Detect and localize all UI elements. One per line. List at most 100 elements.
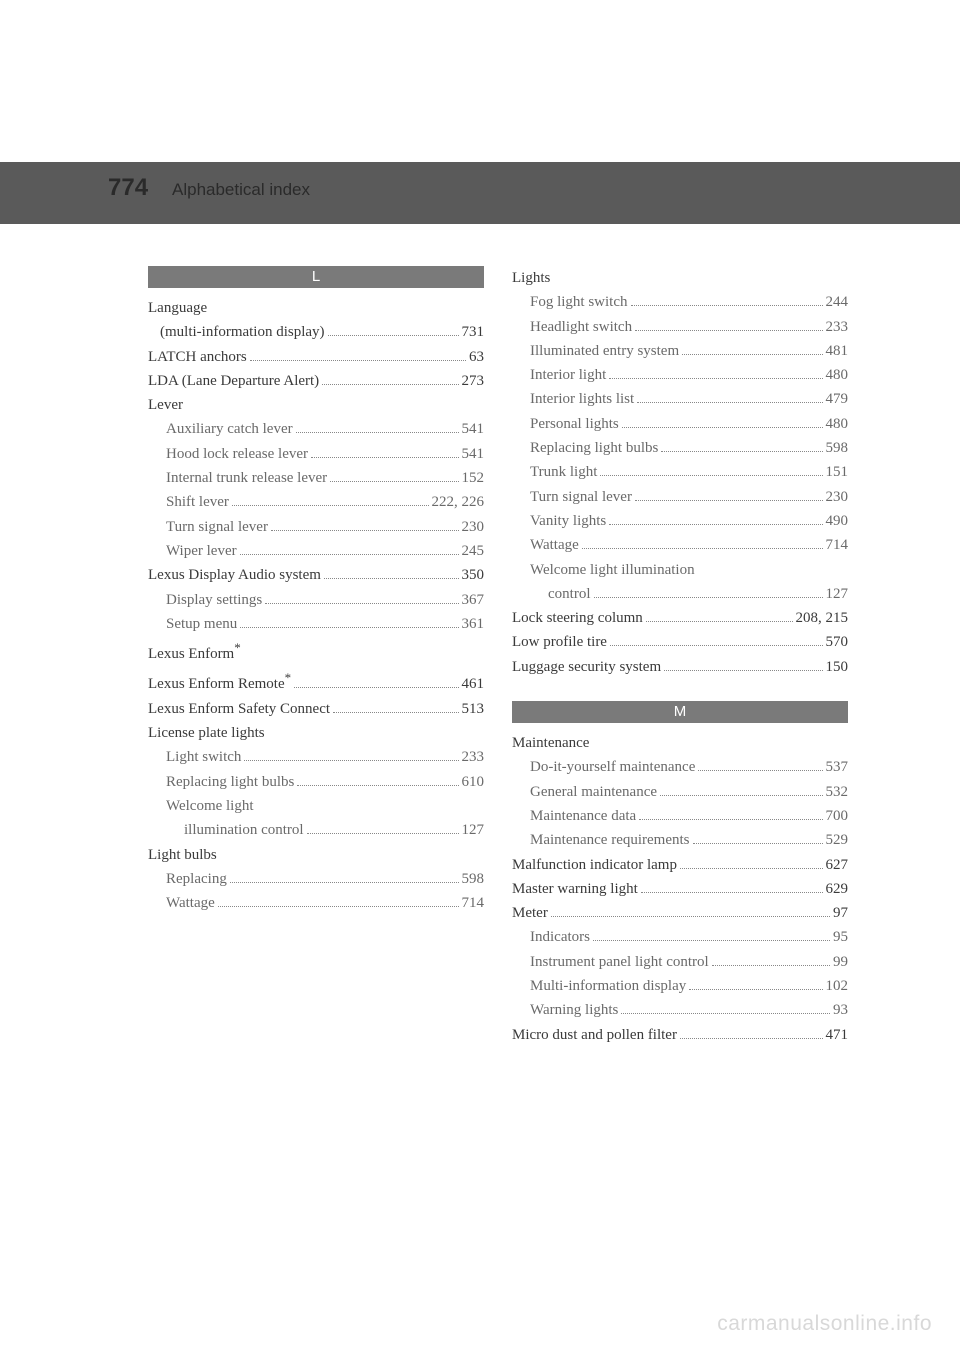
leader-dots <box>296 432 459 433</box>
index-entry: Micro dust and pollen filter471 <box>512 1023 848 1047</box>
entry-label: Light bulbs <box>148 843 217 867</box>
index-entry: Lexus Enform Remote*461 <box>148 666 484 696</box>
entry-label: Wattage <box>530 533 579 557</box>
index-entry: Internal trunk release lever152 <box>148 466 484 490</box>
index-entry: Meter97 <box>512 901 848 925</box>
leader-dots <box>680 1038 823 1039</box>
entry-label: control <box>548 582 591 606</box>
leader-dots <box>324 578 459 579</box>
index-entry: control 127 <box>512 582 848 606</box>
index-entry: Turn signal lever230 <box>512 485 848 509</box>
entry-label: Illuminated entry system <box>530 339 679 363</box>
entry-label: Indicators <box>530 925 590 949</box>
leader-dots <box>621 1013 830 1014</box>
entry-page: 480 <box>826 412 849 436</box>
leader-dots <box>664 670 822 671</box>
index-entry: Do-it-yourself maintenance537 <box>512 755 848 779</box>
index-entry: Illuminated entry system481 <box>512 339 848 363</box>
entry-label: Lights <box>512 266 550 290</box>
leader-dots <box>622 427 823 428</box>
entry-page: 490 <box>826 509 849 533</box>
leader-dots <box>240 627 458 628</box>
entry-page: 97 <box>833 901 848 925</box>
entry-label: Wiper lever <box>166 539 237 563</box>
index-entry: Lights <box>512 266 848 290</box>
entry-label: Trunk light <box>530 460 597 484</box>
index-entry: Maintenance data700 <box>512 804 848 828</box>
entry-page: 629 <box>826 877 849 901</box>
entry-label: Replacing <box>166 867 227 891</box>
entry-label: Maintenance <box>512 731 589 755</box>
index-entry: Auxiliary catch lever 541 <box>148 417 484 441</box>
leader-dots <box>265 603 458 604</box>
page: 774 Alphabetical index LLanguage(multi-i… <box>0 0 960 1358</box>
leader-dots <box>330 481 458 482</box>
entry-page: 367 <box>462 588 485 612</box>
entry-page: 532 <box>826 780 849 804</box>
entry-label: Master warning light <box>512 877 638 901</box>
leader-dots <box>244 760 458 761</box>
leader-dots <box>682 354 822 355</box>
index-entry: Trunk light151 <box>512 460 848 484</box>
entry-label: Turn signal lever <box>166 515 268 539</box>
leader-dots <box>693 843 823 844</box>
header-title: Alphabetical index <box>172 180 310 200</box>
entry-page: 127 <box>826 582 849 606</box>
index-content: LLanguage(multi-information display)731L… <box>148 266 848 1047</box>
entry-label: Hood lock release lever <box>166 442 308 466</box>
leader-dots <box>637 402 822 403</box>
entry-page: 627 <box>826 853 849 877</box>
index-entry: Replacing light bulbs610 <box>148 770 484 794</box>
entry-label: Language <box>148 296 207 320</box>
index-entry: Shift lever 222, 226 <box>148 490 484 514</box>
entry-page: 598 <box>462 867 485 891</box>
index-entry: Display settings367 <box>148 588 484 612</box>
index-entry: Setup menu361 <box>148 612 484 636</box>
entry-label: LATCH anchors <box>148 345 247 369</box>
column: LLanguage(multi-information display)731L… <box>148 266 484 1047</box>
entry-page: 233 <box>826 315 849 339</box>
index-entry: Language <box>148 296 484 320</box>
leader-dots <box>551 916 830 917</box>
entry-label: Interior light <box>530 363 606 387</box>
entry-label: Auxiliary catch lever <box>166 417 293 441</box>
index-entry: Replacing light bulbs598 <box>512 436 848 460</box>
entry-page: 233 <box>462 745 485 769</box>
entry-label: (multi-information display) <box>160 320 325 344</box>
leader-dots <box>250 360 466 361</box>
leader-dots <box>307 833 459 834</box>
entry-page: 95 <box>833 925 848 949</box>
entry-label: Warning lights <box>530 998 618 1022</box>
index-entry: Vanity lights 490 <box>512 509 848 533</box>
index-entry: Headlight switch233 <box>512 315 848 339</box>
leader-dots <box>582 548 823 549</box>
index-entry: Wattage714 <box>512 533 848 557</box>
entry-page: 273 <box>462 369 485 393</box>
leader-dots <box>639 819 822 820</box>
index-entry: Personal lights480 <box>512 412 848 436</box>
entry-page: 610 <box>462 770 485 794</box>
entry-page: 208, 215 <box>796 606 849 630</box>
entry-label: Vanity lights <box>530 509 606 533</box>
entry-page: 731 <box>462 320 485 344</box>
entry-label: Shift lever <box>166 490 229 514</box>
entry-label: Luggage security system <box>512 655 661 679</box>
leader-dots <box>240 554 459 555</box>
entry-page: 350 <box>462 563 485 587</box>
leader-dots <box>635 330 822 331</box>
index-entry: Wattage714 <box>148 891 484 915</box>
entry-page: 714 <box>462 891 485 915</box>
index-entry: Fog light switch244 <box>512 290 848 314</box>
entry-label: Maintenance data <box>530 804 636 828</box>
leader-dots <box>271 530 459 531</box>
leader-dots <box>593 940 830 941</box>
entry-page: 513 <box>462 697 485 721</box>
entry-page: 152 <box>462 466 485 490</box>
entry-page: 541 <box>462 417 485 441</box>
star-icon: * <box>234 640 241 655</box>
entry-page: 570 <box>826 630 849 654</box>
leader-dots <box>610 645 823 646</box>
entry-page: 222, 226 <box>432 490 485 514</box>
entry-page: 127 <box>462 818 485 842</box>
entry-page: 93 <box>833 998 848 1022</box>
